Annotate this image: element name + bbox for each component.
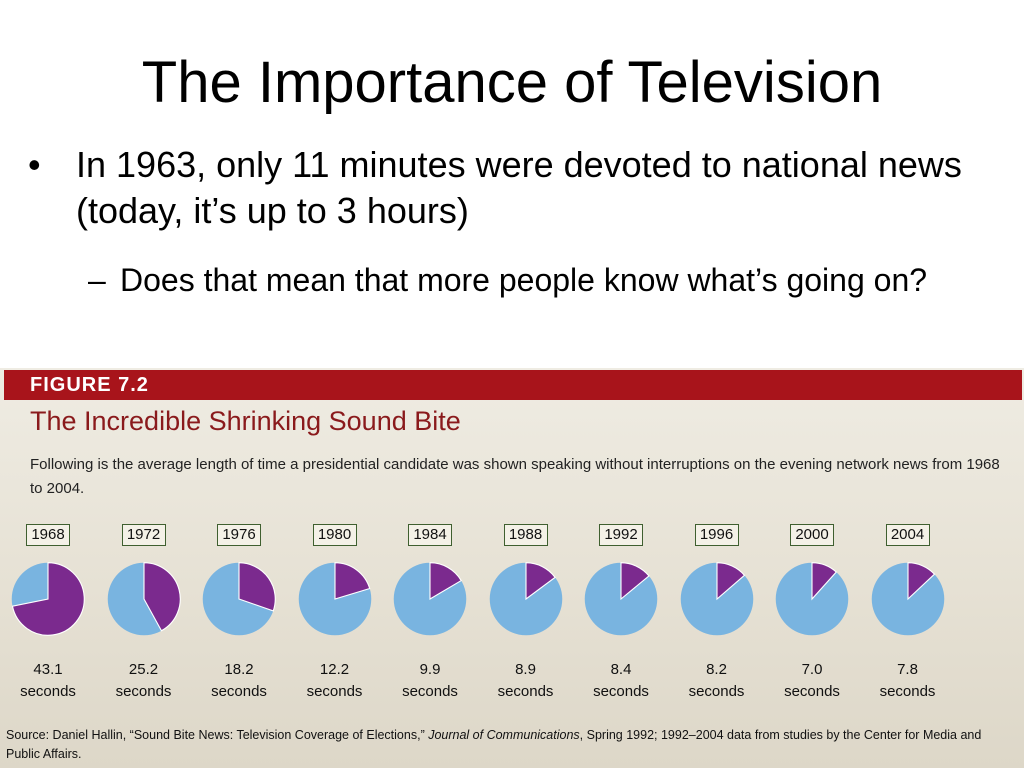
figure-panel: FIGURE 7.2 The Incredible Shrinking Soun… xyxy=(0,368,1024,768)
value-label: 8.2 xyxy=(706,661,727,678)
year-label: 1976 xyxy=(217,524,261,546)
value-label: 8.4 xyxy=(610,661,632,678)
unit-label: seconds xyxy=(593,683,649,700)
slide-title: The Importance of Television xyxy=(141,50,883,115)
pie-chart-item: 1984 9.9 seconds xyxy=(382,518,478,718)
pie-slice xyxy=(333,562,370,600)
pie-chart xyxy=(393,562,467,636)
pie-chart-item: 1968 43.1 seconds xyxy=(0,518,96,718)
value-label: 12.2 xyxy=(319,661,350,678)
source-text-end: , Spring 1992; 1992–2004 data from studi… xyxy=(6,728,982,761)
pie-slice xyxy=(811,562,838,601)
unit-label: seconds xyxy=(784,683,840,700)
pie-chart-row: 1968 43.1 seconds 1972 25.2 seconds 1976 18.2 se… xyxy=(0,518,1024,718)
pie-chart-item: 1988 8.9 seconds xyxy=(478,518,574,718)
bullet-point: • In 1963, only 11 minutes were devoted … xyxy=(28,142,988,234)
pie-chart xyxy=(107,562,181,636)
pie-slice xyxy=(620,562,650,601)
pie-chart xyxy=(680,562,753,636)
year-label: 1984 xyxy=(408,524,452,546)
year-label: 1980 xyxy=(312,524,357,546)
pie-chart-item: 1972 25.2 seconds xyxy=(96,518,192,718)
unit-label: seconds xyxy=(879,683,936,700)
value-label: 7.8 xyxy=(897,661,918,678)
source-journal: Journal of Communications xyxy=(428,728,580,742)
unit-label: seconds xyxy=(211,683,267,700)
pie-slice xyxy=(238,562,276,612)
pie-chart-item: 2000 7.0 seconds xyxy=(764,518,860,718)
pie-chart xyxy=(584,562,658,636)
unit-label: seconds xyxy=(20,683,76,700)
year-label: 1996 xyxy=(694,524,739,546)
pie-chart xyxy=(871,562,944,636)
pie-slice xyxy=(142,562,181,632)
unit-label: seconds xyxy=(306,683,363,700)
sub-bullet-mark: – xyxy=(88,262,106,298)
pie-chart xyxy=(775,562,849,636)
pie-chart xyxy=(202,562,276,636)
figure-header-bar: FIGURE 7.2 xyxy=(4,370,1022,400)
pie-chart xyxy=(298,562,371,636)
figure-number: FIGURE 7.2 xyxy=(30,374,149,396)
value-label: 25.2 xyxy=(128,661,159,678)
unit-label: seconds xyxy=(402,683,458,700)
pie-chart-item: 1976 18.2 seconds xyxy=(191,518,287,718)
year-label: 2000 xyxy=(790,524,834,546)
unit-label: seconds xyxy=(688,683,745,700)
year-label: 1972 xyxy=(121,524,166,546)
value-label: 43.1 xyxy=(33,661,63,678)
year-label: 1968 xyxy=(26,524,70,546)
pie-slice xyxy=(715,562,745,601)
sub-bullet-text: Does that mean that more people know wha… xyxy=(120,262,928,298)
pie-chart-item: 2004 7.8 seconds xyxy=(860,518,956,718)
value-label: 8.9 xyxy=(515,661,536,678)
year-label: 1988 xyxy=(503,524,548,546)
pie-slice xyxy=(429,562,462,600)
pie-slice xyxy=(524,562,556,601)
figure-title: The Incredible Shrinking Sound Bite xyxy=(30,406,461,436)
year-label: 1992 xyxy=(599,524,643,546)
bullet-mark: • xyxy=(28,144,41,185)
pie-slice xyxy=(906,562,935,601)
pie-chart xyxy=(11,562,85,636)
value-label: 7.0 xyxy=(801,661,823,678)
pie-chart xyxy=(489,562,562,636)
pie-chart-item: 1996 8.2 seconds xyxy=(669,518,765,718)
pie-chart-item: 1992 8.4 seconds xyxy=(573,518,669,718)
value-label: 9.9 xyxy=(419,661,441,678)
figure-description: Following is the average length of time … xyxy=(30,456,1000,497)
figure-source: Source: Daniel Hallin, “Sound Bite News:… xyxy=(6,726,1016,764)
unit-label: seconds xyxy=(115,683,172,700)
value-label: 18.2 xyxy=(224,661,254,678)
pie-chart-item: 1980 12.2 seconds xyxy=(287,518,383,718)
year-label: 2004 xyxy=(885,524,930,546)
sub-bullet-point: – Does that mean that more people know w… xyxy=(88,258,988,302)
source-text: Source: Daniel Hallin, “Sound Bite News:… xyxy=(6,728,429,742)
bullet-text: In 1963, only 11 minutes were devoted to… xyxy=(76,144,962,231)
unit-label: seconds xyxy=(497,683,554,700)
pie-slice xyxy=(11,562,85,636)
